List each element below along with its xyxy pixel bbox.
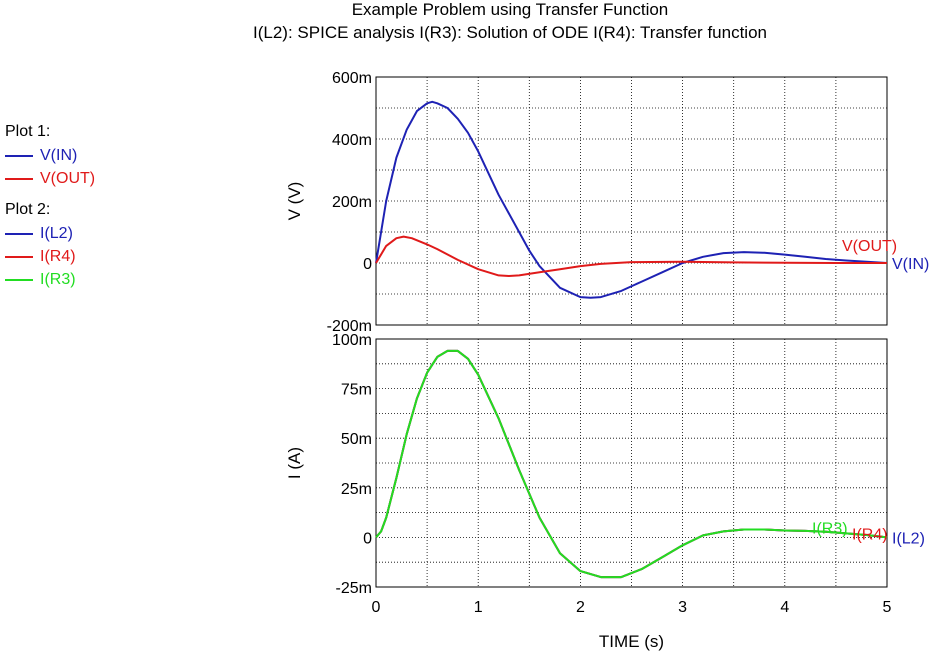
x-tick-label: 2	[576, 599, 585, 616]
legend-swatch-ir3	[5, 278, 33, 281]
series-line-v-out	[375, 235, 887, 277]
legend-item-vout: V(OUT)	[5, 167, 95, 190]
x-tick-label: 4	[780, 599, 789, 616]
legend-label-vout: V(OUT)	[40, 170, 96, 187]
legend-swatch-vout	[5, 177, 33, 180]
legend-swatch-il2	[5, 232, 33, 235]
legend-label-ir3: I(R3)	[40, 271, 76, 288]
y-tick-label: -200m	[327, 318, 372, 335]
y-tick-label: -25m	[336, 580, 372, 597]
legend-label-il2: I(L2)	[40, 225, 73, 242]
series-line-i-r3	[375, 349, 888, 579]
y-tick-label: 25m	[341, 481, 372, 498]
legend-label-vin: V(IN)	[40, 147, 78, 164]
series-end-label-i-r3: I(R3)	[812, 520, 848, 537]
y-tick-label: 75m	[341, 382, 372, 399]
series-line-v-in	[375, 100, 888, 299]
series-end-label-i-l2: I(L2)	[892, 530, 925, 547]
x-axis-label: TIME (s)	[599, 632, 664, 651]
y-tick-label: 100m	[332, 332, 372, 349]
legend-plot1-header: Plot 1:	[5, 123, 51, 140]
y-tick-label: 400m	[332, 132, 372, 149]
x-tick-label: 3	[678, 599, 687, 616]
legend-item-ir4: I(R4)	[5, 245, 76, 268]
plot-1: -200m 0 200m 400m 600m V (V) V(OUT)V(IN)	[285, 70, 929, 335]
x-tick-label: 1	[474, 599, 483, 616]
legend-item-il2: I(L2)	[5, 222, 76, 245]
legend-plot2-header: Plot 2:	[5, 201, 51, 218]
legend-plot2: Plot 2: I(L2) I(R4) I(R3)	[5, 198, 76, 291]
chart-subtitle: I(L2): SPICE analysis I(R3): Solution of…	[253, 23, 767, 42]
y-tick-label: 50m	[341, 431, 372, 448]
legend-item-vin: V(IN)	[5, 144, 95, 167]
legend-plot1: Plot 1: V(IN) V(OUT)	[5, 120, 95, 190]
y-tick-label: 0	[363, 256, 372, 273]
chart-title: Example Problem using Transfer Function	[351, 0, 669, 19]
series-end-label-i-r4: I(R4)	[852, 526, 888, 543]
legend-label-ir4: I(R4)	[40, 248, 76, 265]
y-axis-label: V (V)	[285, 182, 304, 221]
x-tick-label: 0	[372, 599, 381, 616]
legend-swatch-vin	[5, 154, 33, 157]
y-tick-label: 600m	[332, 70, 372, 87]
series-end-label-v-in: V(IN)	[892, 256, 929, 273]
series-end-label-v-out: V(OUT)	[842, 238, 897, 255]
legend-swatch-ir4	[5, 255, 33, 258]
x-tick-label: 5	[883, 599, 892, 616]
y-axis-label: I (A)	[285, 447, 304, 479]
y-tick-label: 200m	[332, 194, 372, 211]
legend-item-ir3: I(R3)	[5, 268, 76, 291]
y-tick-label: 0	[363, 530, 372, 547]
